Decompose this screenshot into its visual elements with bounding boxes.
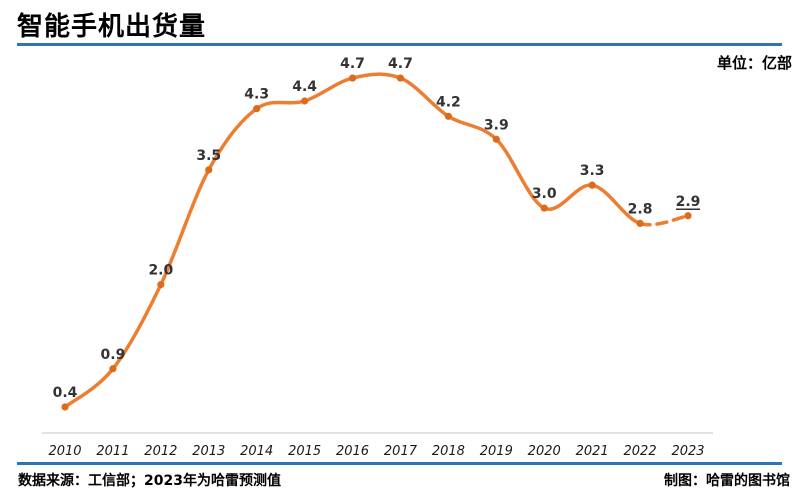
- data-point-marker: [109, 365, 117, 373]
- data-point-label: 3.5: [196, 148, 221, 164]
- data-point-label: 3.0: [532, 186, 557, 202]
- x-axis-tick-label: 2023: [671, 444, 704, 459]
- x-axis-tick-label: 2017: [384, 444, 418, 459]
- x-axis-tick-label: 2022: [624, 444, 657, 459]
- shipments-line-forecast-dashed: [638, 214, 690, 227]
- data-source-note: 数据来源：工信部；2023年为哈雷预测值: [18, 473, 281, 489]
- data-point-marker: [396, 74, 405, 82]
- data-point-label: 0.4: [53, 385, 78, 401]
- x-axis-tick-label: 2012: [144, 444, 177, 459]
- unit-label: 单位：亿部: [716, 54, 792, 72]
- data-point-marker: [253, 105, 261, 113]
- data-point-marker: [61, 403, 69, 411]
- data-point-marker: [636, 219, 644, 227]
- data-point-label: 4.2: [436, 94, 461, 110]
- footer-divider: [17, 462, 782, 465]
- data-point-marker: [157, 281, 165, 289]
- data-point-label: 4.4: [292, 79, 317, 95]
- data-point-label: 4.7: [388, 56, 413, 72]
- data-point-marker: [492, 135, 500, 143]
- data-point-label: 4.7: [340, 56, 365, 72]
- x-axis-tick-label: 2014: [240, 444, 273, 459]
- data-point-label: 2.9: [676, 194, 701, 210]
- data-point-marker: [301, 97, 309, 105]
- data-point-label: 3.9: [484, 117, 509, 133]
- x-axis-tick-label: 2018: [432, 444, 465, 459]
- x-axis-tick-label: 2020: [528, 444, 561, 459]
- x-axis-tick-label: 2010: [48, 444, 81, 459]
- data-point-label: 0.9: [101, 347, 126, 363]
- chart-credit-note: 制图：哈雷的图书馆: [664, 473, 790, 489]
- data-point-marker: [348, 74, 357, 82]
- data-point-marker: [588, 181, 596, 189]
- x-axis-tick-label: 2011: [96, 444, 129, 459]
- data-point-marker: [444, 112, 452, 120]
- title-divider: [17, 43, 782, 46]
- x-axis-tick-label: 2021: [576, 444, 609, 459]
- x-axis-tick-label: 2013: [192, 444, 225, 459]
- data-point-label: 2.0: [148, 263, 173, 279]
- data-point-label: 2.8: [628, 201, 653, 217]
- data-point-marker: [540, 204, 548, 212]
- data-point-marker: [205, 166, 213, 174]
- x-axis-tick-label: 2019: [480, 444, 513, 459]
- data-point-marker: [684, 212, 692, 220]
- x-axis-tick-label: 2016: [336, 444, 369, 459]
- data-point-label: 3.3: [580, 163, 605, 179]
- x-axis-tick-label: 2015: [288, 444, 321, 459]
- page-title: 智能手机出货量: [17, 12, 207, 42]
- data-point-label: 4.3: [244, 87, 269, 103]
- shipments-line-solid: [63, 72, 642, 409]
